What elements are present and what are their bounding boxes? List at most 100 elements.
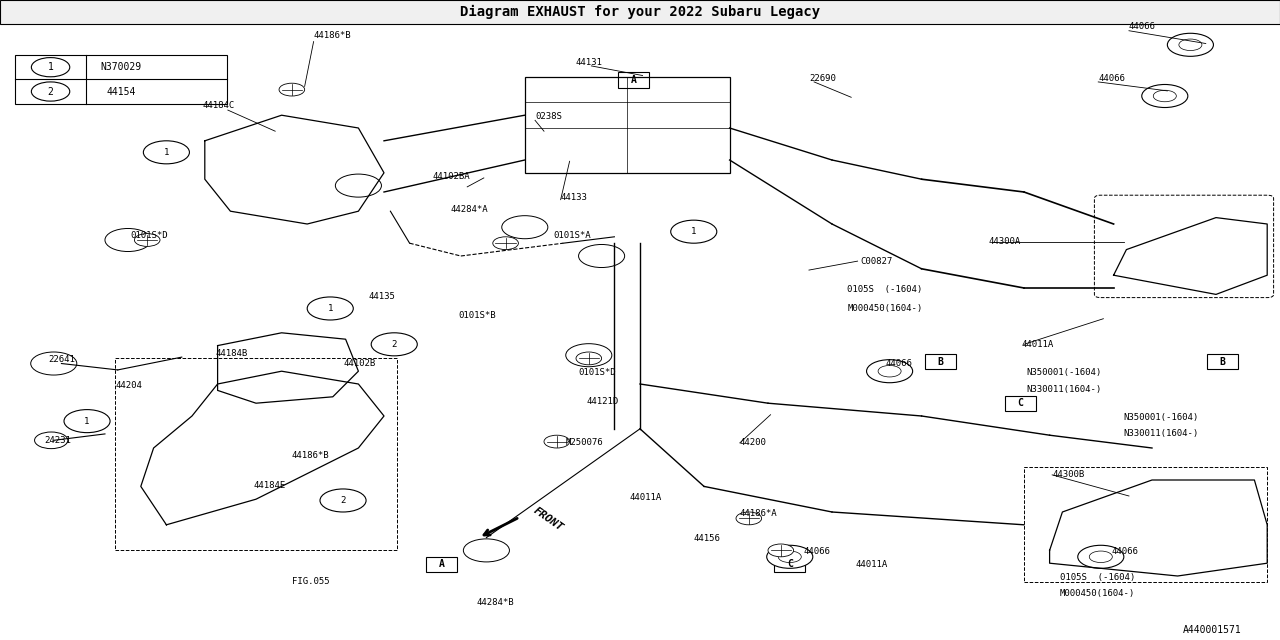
Text: 2: 2 <box>392 340 397 349</box>
Circle shape <box>778 551 801 563</box>
Text: 44011A: 44011A <box>1021 340 1053 349</box>
Text: A440001571: A440001571 <box>1183 625 1242 635</box>
Text: Diagram EXHAUST for your 2022 Subaru Legacy: Diagram EXHAUST for your 2022 Subaru Leg… <box>460 5 820 19</box>
Bar <box>426 557 457 572</box>
Text: B: B <box>938 356 943 367</box>
Circle shape <box>31 58 70 77</box>
Text: 1: 1 <box>47 62 54 72</box>
Text: 44284*A: 44284*A <box>451 205 488 214</box>
Text: N370029: N370029 <box>100 62 142 72</box>
Text: 44284*B: 44284*B <box>476 598 513 607</box>
Circle shape <box>502 216 548 239</box>
Text: 44204: 44204 <box>115 381 142 390</box>
Text: 44156: 44156 <box>694 534 721 543</box>
Text: 44184C: 44184C <box>202 101 234 110</box>
Text: B: B <box>1220 356 1225 367</box>
Text: C00827: C00827 <box>860 257 892 266</box>
Circle shape <box>867 360 913 383</box>
Circle shape <box>1142 84 1188 108</box>
Bar <box>115 358 397 550</box>
Text: 44066: 44066 <box>886 359 913 368</box>
Text: 44300B: 44300B <box>1052 470 1084 479</box>
Text: 1: 1 <box>164 148 169 157</box>
Text: M000450(1604-): M000450(1604-) <box>1060 589 1135 598</box>
Text: 44186*A: 44186*A <box>740 509 777 518</box>
Text: 22690: 22690 <box>809 74 836 83</box>
Text: 44011A: 44011A <box>855 560 887 569</box>
Text: 0101S*A: 0101S*A <box>553 231 590 240</box>
Text: 44135: 44135 <box>369 292 396 301</box>
Text: 0105S  (-1604): 0105S (-1604) <box>847 285 923 294</box>
Text: M250076: M250076 <box>566 438 603 447</box>
Circle shape <box>1089 551 1112 563</box>
Text: 44131: 44131 <box>576 58 603 67</box>
Text: FIG.055: FIG.055 <box>292 577 329 586</box>
Bar <box>525 77 730 173</box>
Text: 44300A: 44300A <box>988 237 1020 246</box>
Circle shape <box>878 365 901 377</box>
Text: 44184B: 44184B <box>215 349 247 358</box>
Text: 0101S*D: 0101S*D <box>131 231 168 240</box>
Circle shape <box>64 410 110 433</box>
Bar <box>925 354 956 369</box>
Bar <box>0 0 1280 24</box>
Text: C: C <box>1018 398 1023 408</box>
Circle shape <box>1167 33 1213 56</box>
Bar <box>774 557 805 572</box>
Text: N330011(1604-): N330011(1604-) <box>1124 429 1199 438</box>
Text: A: A <box>439 559 444 570</box>
Circle shape <box>134 234 160 246</box>
Text: 0101S*D: 0101S*D <box>579 368 616 377</box>
Circle shape <box>105 228 151 252</box>
Text: N350001(-1604): N350001(-1604) <box>1124 413 1199 422</box>
Text: 1: 1 <box>691 227 696 236</box>
Text: 44133: 44133 <box>561 193 588 202</box>
Circle shape <box>279 83 305 96</box>
Circle shape <box>767 545 813 568</box>
Circle shape <box>566 344 612 367</box>
Text: 0101S*B: 0101S*B <box>458 311 495 320</box>
Text: N330011(1604-): N330011(1604-) <box>1027 385 1102 394</box>
Circle shape <box>143 141 189 164</box>
Bar <box>1207 354 1238 369</box>
Text: 0238S: 0238S <box>535 112 562 121</box>
Text: 44154: 44154 <box>106 86 136 97</box>
Circle shape <box>320 489 366 512</box>
Text: 2: 2 <box>340 496 346 505</box>
Circle shape <box>671 220 717 243</box>
Text: A: A <box>631 75 636 85</box>
Bar <box>1024 467 1267 582</box>
Circle shape <box>335 174 381 197</box>
Circle shape <box>31 352 77 375</box>
Text: 44066: 44066 <box>1129 22 1156 31</box>
Text: 22641: 22641 <box>49 355 76 364</box>
Bar <box>1005 396 1036 411</box>
Text: 1: 1 <box>84 417 90 426</box>
Text: 44186*B: 44186*B <box>292 451 329 460</box>
Text: 44102BA: 44102BA <box>433 172 470 180</box>
Text: FRONT: FRONT <box>531 506 564 534</box>
Circle shape <box>31 82 70 101</box>
Text: 44066: 44066 <box>1098 74 1125 83</box>
Circle shape <box>1153 90 1176 102</box>
Circle shape <box>371 333 417 356</box>
Circle shape <box>544 435 570 448</box>
Text: 24231: 24231 <box>45 436 72 445</box>
Circle shape <box>576 352 602 365</box>
Text: 44011A: 44011A <box>630 493 662 502</box>
Text: 1: 1 <box>328 304 333 313</box>
Text: N350001(-1604): N350001(-1604) <box>1027 368 1102 377</box>
Text: 44186*B: 44186*B <box>314 31 351 40</box>
Text: 44121D: 44121D <box>586 397 618 406</box>
Text: M000450(1604-): M000450(1604-) <box>847 304 923 313</box>
Text: 44066: 44066 <box>1111 547 1138 556</box>
Circle shape <box>35 432 68 449</box>
Text: 2: 2 <box>47 86 54 97</box>
Circle shape <box>307 297 353 320</box>
Circle shape <box>579 244 625 268</box>
Text: 44200: 44200 <box>740 438 767 447</box>
Bar <box>15 55 227 104</box>
Circle shape <box>463 539 509 562</box>
Circle shape <box>736 512 762 525</box>
Text: 44066: 44066 <box>804 547 831 556</box>
